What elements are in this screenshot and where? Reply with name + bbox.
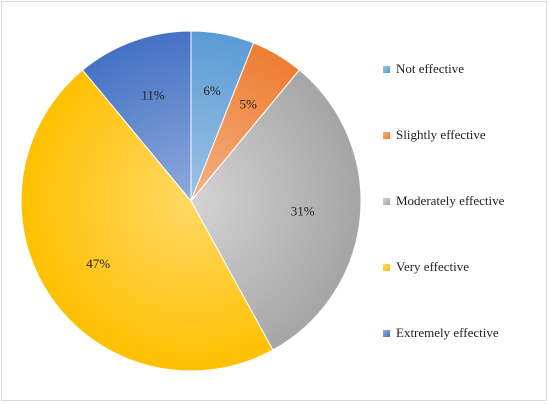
legend-item-not-effective: Not effective: [383, 58, 543, 124]
data-label-moderately-effective: 31%: [291, 204, 315, 219]
legend-item-slightly-effective: Slightly effective: [383, 124, 543, 190]
chart-legend: Not effective Slightly effective Moderatel…: [383, 58, 543, 388]
pie-slices: [20, 30, 362, 372]
pie-slice-moderately-effective: [190, 69, 362, 351]
legend-item-moderately-effective: Moderately effective: [383, 190, 543, 256]
legend-item-extremely-effective: Extremely effective: [383, 322, 543, 388]
legend-swatch: [383, 132, 390, 139]
data-label-very-effective: 47%: [86, 256, 110, 271]
legend-label: Very effective: [396, 259, 470, 274]
legend-swatch: [383, 264, 390, 271]
legend-item-very-effective: Very effective: [383, 256, 543, 322]
pie-slice-extremely-effective: [81, 30, 192, 203]
data-label-extremely-effective: 11%: [141, 87, 165, 102]
legend-label: Extremely effective: [396, 325, 499, 340]
legend-swatch: [383, 198, 390, 205]
legend-label: Not effective: [396, 61, 464, 76]
legend-swatch: [383, 66, 390, 73]
legend-label: Moderately effective: [396, 193, 505, 208]
data-label-slightly-effective: 5%: [239, 96, 257, 111]
data-label-not-effective: 6%: [203, 83, 221, 98]
pie-slice-very-effective: [20, 69, 274, 372]
legend-label: Slightly effective: [396, 127, 486, 142]
legend-swatch: [383, 330, 390, 337]
pie-data-labels: 6% 5% 31% 47% 11%: [86, 83, 315, 271]
